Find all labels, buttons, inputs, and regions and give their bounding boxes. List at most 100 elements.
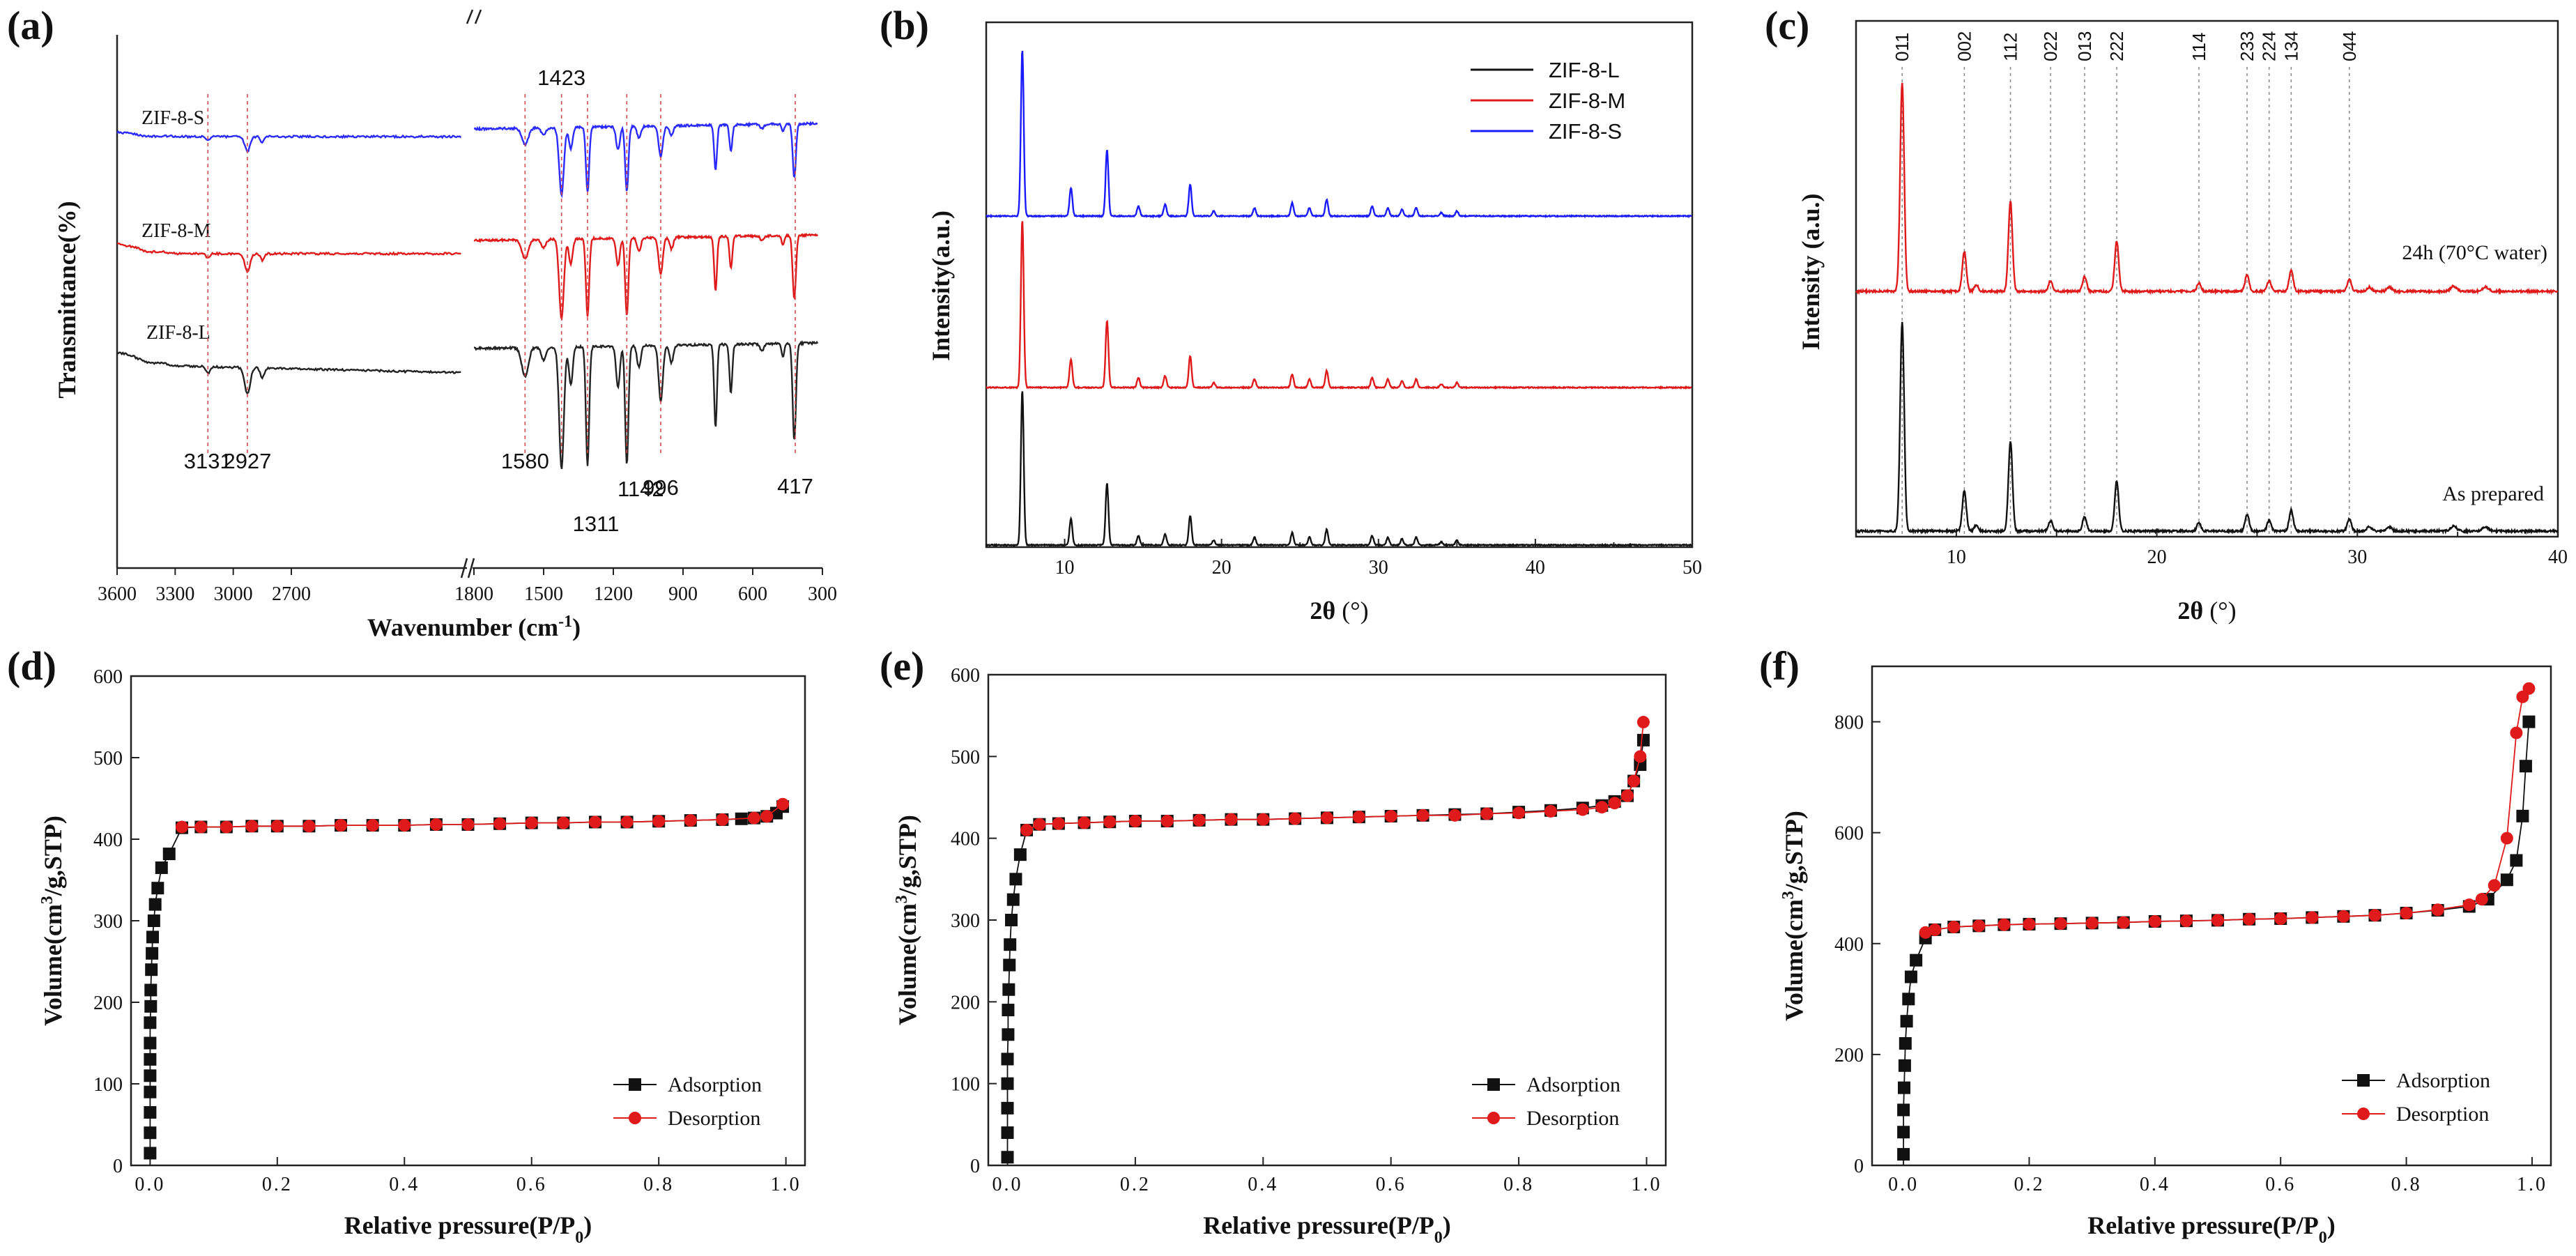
data-point <box>1636 733 1650 746</box>
data-point <box>2519 760 2532 773</box>
hkl-label: 233 <box>2237 31 2257 61</box>
isotherm-line <box>1925 688 2530 933</box>
data-point <box>760 810 774 823</box>
data-point <box>245 820 259 833</box>
axis-break-mark-top <box>466 9 474 24</box>
y-tick-label: 600 <box>1834 823 1864 845</box>
data-point <box>144 1069 157 1082</box>
axis-break-mark-top <box>474 9 482 24</box>
series-Adsorption <box>1001 733 1650 1164</box>
data-point <box>270 820 284 833</box>
x-tick-label: 0.4 <box>1248 1174 1278 1195</box>
data-point <box>776 797 790 811</box>
data-point <box>2023 917 2036 930</box>
data-point <box>2274 912 2287 925</box>
data-point <box>684 814 697 827</box>
data-point <box>2368 909 2382 922</box>
y-tick-label: 200 <box>951 992 980 1013</box>
axes-a: 3600 3300 3000 2700 1800 1500 1200 900 600 300 Wav… <box>53 9 837 641</box>
legend-label: Desorption <box>2396 1103 2489 1126</box>
y-tick-label: 400 <box>1834 934 1864 956</box>
hkl-label: 013 <box>2074 31 2095 61</box>
x-axis-title: Relative pressure(P/P0) <box>1203 1211 1451 1247</box>
x-tick-label: 50 <box>1682 557 1702 579</box>
legend-marker <box>2357 1108 2370 1120</box>
data-point <box>1078 816 1091 829</box>
diffraction-line <box>986 391 1692 548</box>
axis-break-mark <box>460 558 468 579</box>
data-point <box>146 947 159 960</box>
data-point <box>1608 797 1621 810</box>
x-tick-label: 0.8 <box>643 1174 674 1195</box>
data-point <box>2054 917 2067 930</box>
panel-label: (e) <box>880 643 924 689</box>
data-point <box>145 963 158 977</box>
y-axis-title: Intensity(a.u.) <box>927 210 955 361</box>
data-point <box>1352 811 1365 824</box>
panel-label-c: (c) <box>1765 3 1809 48</box>
data-point <box>2462 898 2476 912</box>
legend: Adsorption Desorption <box>613 1073 762 1130</box>
plot-frame <box>1855 20 2559 538</box>
x-tick-label: 0.8 <box>2391 1174 2422 1195</box>
data-point <box>2179 914 2193 928</box>
data-point <box>716 813 729 826</box>
data-point <box>1897 1103 1910 1117</box>
data-point <box>146 930 160 944</box>
series-ZIF-8-M <box>986 221 1692 390</box>
y-tick-label: 600 <box>93 666 123 688</box>
data-point <box>1416 809 1429 822</box>
peak-label: 2927 <box>223 449 271 473</box>
data-point <box>2510 854 2523 867</box>
y-tick-label: 200 <box>1834 1045 1864 1066</box>
x-tick-label: 0.2 <box>2014 1174 2044 1195</box>
data-point <box>2475 893 2488 906</box>
data-point <box>1001 1052 1014 1066</box>
data-point <box>1001 1151 1014 1164</box>
data-point <box>155 861 168 874</box>
data-point <box>2431 903 2444 917</box>
panel-label: (d) <box>7 643 56 689</box>
data-point <box>1001 1126 1014 1140</box>
data-point <box>1002 983 1015 996</box>
hkl-label: 011 <box>1892 33 1912 61</box>
x-axis-title: Relative pressure(P/P0) <box>2087 1211 2336 1247</box>
data-point <box>1006 893 1020 906</box>
data-point <box>1103 815 1117 829</box>
x-tick-label: 0.6 <box>1376 1174 1406 1195</box>
y-tick-label: 300 <box>93 911 123 933</box>
axes: 0.0 0.2 0.4 0.6 0.8 1.0 0 100 200 300 400 500 600 Rel… <box>38 666 806 1247</box>
isotherm-line <box>149 806 783 1154</box>
peak-label: 1142 <box>618 477 664 501</box>
data-point <box>175 820 188 834</box>
legend-marker <box>1487 1078 1500 1091</box>
y-axis-title: Volume(cm3/g,STP) <box>893 815 921 1025</box>
data-point <box>1289 812 1302 825</box>
hkl-label: 022 <box>2040 31 2061 61</box>
peak-label: 996 <box>643 475 679 500</box>
spectrum-line-right <box>473 339 819 470</box>
data-point <box>1033 818 1046 831</box>
x-axis-title: Relative pressure(P/P0) <box>344 1211 592 1247</box>
data-point <box>2487 879 2501 892</box>
diffraction-line <box>1855 321 2559 535</box>
axes: 0.0 0.2 0.4 0.6 0.8 1.0 0 100 200 300 400 500 600 Rel… <box>893 665 1667 1247</box>
x-tick-label: 0.4 <box>389 1174 420 1195</box>
data-point <box>1225 813 1238 826</box>
data-point <box>1576 803 1589 816</box>
data-point <box>1904 970 1917 983</box>
data-point <box>1634 750 1647 763</box>
data-point <box>1009 873 1022 886</box>
series-Desorption <box>175 797 790 834</box>
data-point <box>2148 914 2161 928</box>
data-point <box>398 819 411 832</box>
diffraction-line <box>986 221 1692 390</box>
spectrum-line-left <box>116 130 462 153</box>
data-point <box>2243 912 2256 926</box>
data-point <box>194 820 208 834</box>
diffraction-line <box>1855 82 2559 296</box>
data-point <box>429 818 443 831</box>
legend-label: ZIF-8-S <box>1549 119 1622 144</box>
x-tick-label: 30 <box>2347 546 2367 568</box>
data-point <box>144 1000 158 1013</box>
